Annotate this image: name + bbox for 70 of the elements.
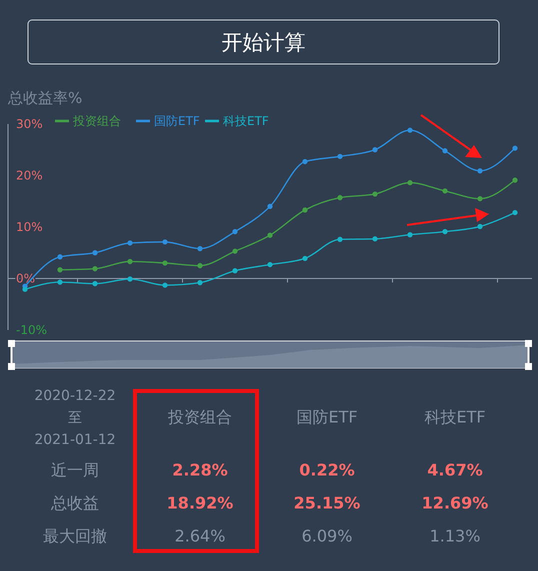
point xyxy=(57,267,63,272)
point xyxy=(197,280,203,286)
point xyxy=(232,229,238,234)
point xyxy=(512,146,518,151)
legend-label: 国防ETF xyxy=(154,114,200,128)
text: 0.22% xyxy=(299,460,355,480)
category-label: 投资组合 xyxy=(167,408,232,427)
y-tick-label: 10% xyxy=(16,220,43,234)
category-label: 科技ETF xyxy=(424,408,486,427)
point xyxy=(372,147,378,152)
point xyxy=(302,256,308,262)
point xyxy=(162,260,168,266)
point xyxy=(92,281,98,286)
point xyxy=(267,204,273,209)
point xyxy=(162,282,168,288)
text: 18.92% xyxy=(166,494,234,513)
point xyxy=(57,254,63,260)
point xyxy=(372,236,378,242)
y-tick-label: 20% xyxy=(16,168,43,183)
point xyxy=(372,191,378,197)
y-tick-label: -10% xyxy=(16,323,48,338)
point xyxy=(302,207,308,213)
point xyxy=(92,266,98,272)
point xyxy=(22,286,28,292)
point xyxy=(267,232,273,238)
point xyxy=(197,246,203,252)
text: 2.64% xyxy=(174,526,226,546)
text: 25.15% xyxy=(294,494,360,513)
category-label: 总收益 xyxy=(51,494,99,513)
point xyxy=(477,168,483,174)
category-label: 近一周 xyxy=(51,460,99,480)
point xyxy=(407,128,413,133)
category-label: 最大回撤 xyxy=(43,526,107,546)
point xyxy=(232,248,238,254)
point xyxy=(302,158,308,164)
point xyxy=(127,240,133,246)
point xyxy=(512,178,518,183)
point xyxy=(162,239,168,245)
point xyxy=(477,224,483,230)
text: 2021-01-12 xyxy=(34,432,116,448)
point xyxy=(442,229,448,234)
point xyxy=(407,232,413,238)
text: 至 xyxy=(68,410,82,426)
point xyxy=(92,250,98,256)
text: 4.67% xyxy=(427,460,483,480)
point xyxy=(337,154,343,160)
legend-label: 科技ETF xyxy=(223,114,269,128)
point xyxy=(337,236,343,242)
point xyxy=(442,188,448,194)
point xyxy=(512,210,518,216)
point xyxy=(407,180,413,186)
text: 12.69% xyxy=(422,494,488,513)
point xyxy=(267,262,273,268)
category-label: 国防ETF xyxy=(296,408,358,427)
point xyxy=(57,280,63,285)
point xyxy=(232,268,238,274)
point xyxy=(197,263,203,268)
y-tick-label: 30% xyxy=(16,117,43,132)
y-axis-title: 总收益率% xyxy=(7,89,82,107)
point xyxy=(442,148,448,154)
point xyxy=(127,276,133,282)
text: 2.28% xyxy=(172,460,228,480)
text: 2020-12-22 xyxy=(34,388,116,404)
button: 开始计算 xyxy=(28,20,500,64)
text: 6.09% xyxy=(302,526,352,546)
point xyxy=(477,196,483,202)
text: 1.13% xyxy=(430,526,480,546)
legend-label: 投资组合 xyxy=(72,114,121,128)
point xyxy=(337,195,343,200)
point xyxy=(127,258,133,264)
